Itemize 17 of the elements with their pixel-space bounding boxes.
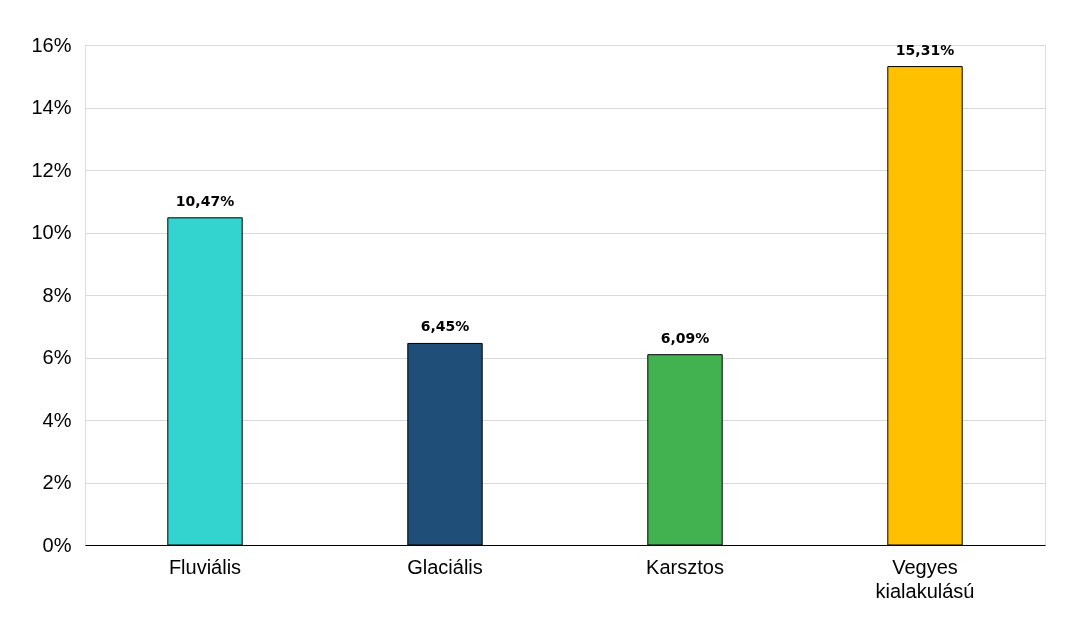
y-tick-label: 2% [42, 471, 72, 493]
y-tick-label: 14% [31, 96, 72, 118]
x-tick-label: Glaciális [407, 555, 483, 578]
x-tick-label: Fluviális [168, 555, 242, 578]
y-tick-label: 10% [31, 221, 72, 243]
x-tick-label: Karsztos [646, 555, 724, 578]
x-tick-label: Vegyes kialakulású [875, 555, 975, 602]
data-label: 10,47% [175, 192, 235, 209]
y-tick-label: 16% [31, 33, 72, 56]
data-label: 6,09% [660, 329, 710, 346]
y-tick-label: 12% [31, 158, 72, 181]
y-tick-label: 6% [42, 346, 72, 368]
data-label: 6,45% [420, 318, 470, 335]
y-tick-label: 8% [42, 283, 72, 306]
y-tick-label: 4% [42, 408, 72, 431]
y-tick-label: 0% [42, 533, 72, 556]
data-label: 15,31% [895, 41, 955, 58]
